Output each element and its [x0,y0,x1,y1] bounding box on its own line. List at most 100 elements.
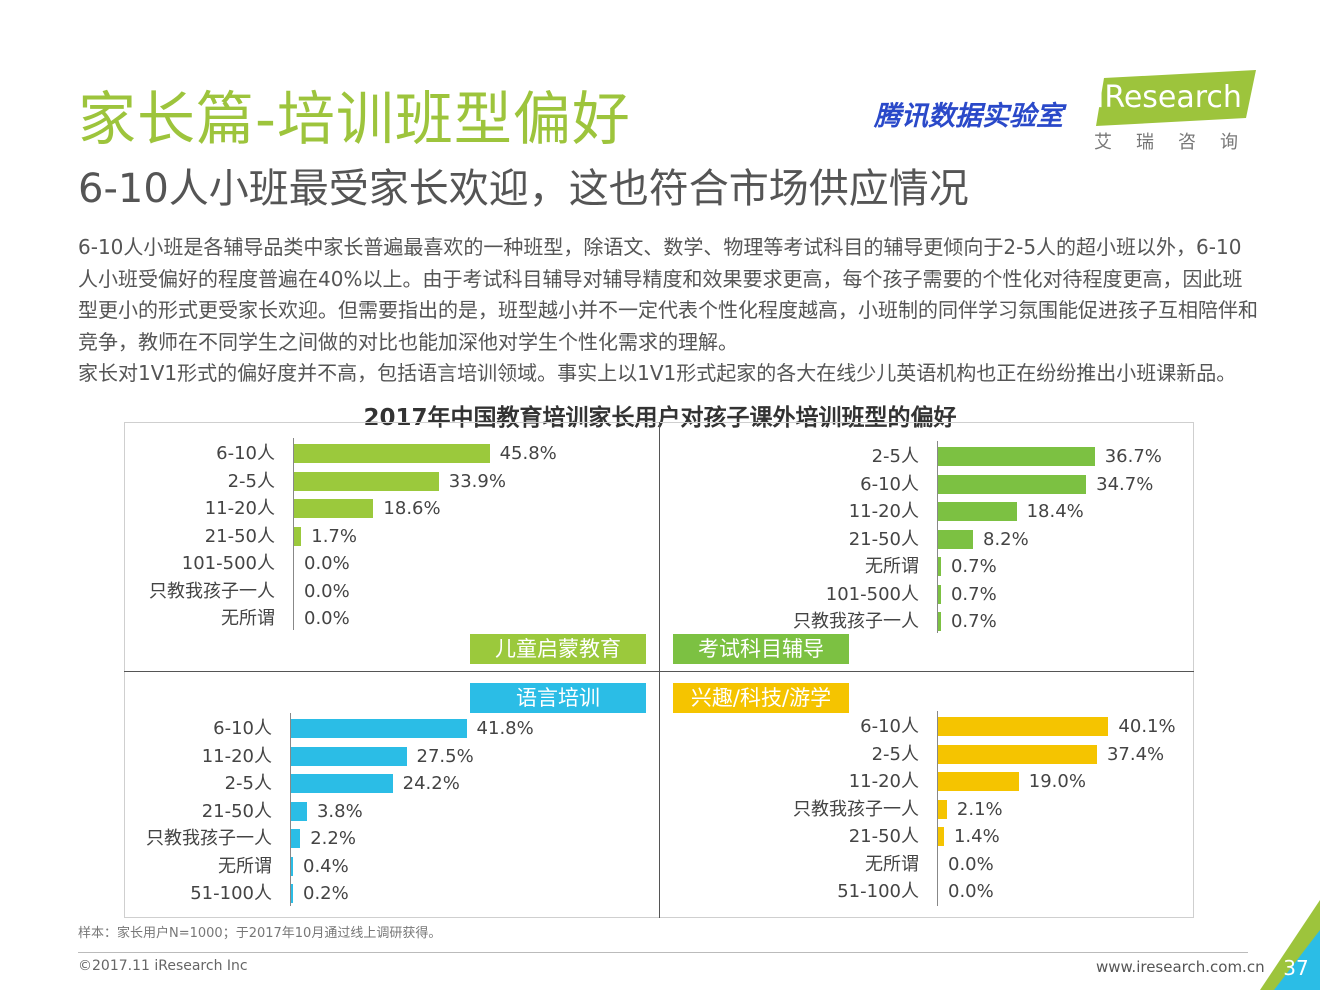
category-label: 101-500人 [181,553,275,574]
category-label: 11-20人 [201,745,272,767]
data-label: 33.9% [448,470,506,492]
bar [938,744,1097,764]
category-label: 只教我孩子一人 [149,580,275,602]
bar [291,746,407,766]
data-label: 3.8% [316,800,363,822]
data-label: 40.1% [1118,716,1176,737]
website: www.iresearch.com.cn [1096,958,1265,976]
data-label: 0.7% [950,611,997,632]
category-axis [290,713,291,906]
category-label: 6-10人 [213,718,272,739]
bar [938,584,941,604]
panel-category-tag: 儿童启蒙教育 [470,634,646,664]
category-label: 6-10人 [860,473,919,495]
category-label: 101-500人 [825,583,919,605]
category-label: 51-100人 [190,883,272,904]
bar [938,772,1019,791]
body-text: 6-10人小班是各辅导品类中家长普遍最喜欢的一种班型，除语文、数学、物理等考试科… [78,232,1258,390]
data-label: 1.4% [953,826,1000,847]
bar [938,529,973,549]
category-label: 只教我孩子一人 [146,828,272,849]
category-label: 2-5人 [871,743,919,765]
bar [938,502,1017,521]
page-number: 37 [1283,956,1309,980]
copyright: ©2017.11 iResearch Inc [78,958,248,974]
category-label: 2-5人 [224,773,272,794]
bar [938,557,941,576]
chart-horizontal-divider [124,671,1194,672]
iresearch-logo-shape [1096,70,1256,126]
category-label: 21-50人 [848,826,919,847]
category-label: 21-50人 [848,528,919,550]
corner-decoration [1260,900,1320,990]
bar [294,471,439,491]
data-label: 36.7% [1104,446,1162,467]
category-label: 无所谓 [218,855,272,877]
tencent-data-lab-logo: 腾讯数据实验室 [874,101,1063,132]
category-label: 6-10人 [860,716,919,737]
sample-note: 样本：家长用户N=1000；于2017年10月通过线上调研获得。 [78,926,442,941]
bar [938,717,1109,736]
data-label: 1.7% [311,525,357,547]
panel-category-tag: 语言培训 [470,683,646,713]
category-label: 21-50人 [204,525,275,547]
data-label: 0.7% [950,556,997,577]
data-label: 45.8% [499,443,557,464]
bar [938,799,947,819]
bar [938,827,944,846]
category-label: 2-5人 [871,446,919,467]
page-title: 家长篇-培训班型偏好 [78,85,631,153]
data-label: 0.0% [948,881,994,902]
category-label: 6-10人 [216,443,275,464]
data-label: 27.5% [416,745,474,767]
page-subtitle: 6-10人小班最受家长欢迎，这也符合市场供应情况 [78,166,969,212]
data-label: 0.4% [303,855,349,877]
category-label: 11-20人 [848,501,919,522]
data-label: 41.8% [476,718,534,739]
data-label: 0.7% [950,583,997,605]
data-label: 18.6% [383,498,441,519]
body-paragraph-1: 6-10人小班是各辅导品类中家长普遍最喜欢的一种班型，除语文、数学、物理等考试科… [78,235,1258,354]
data-label: 19.0% [1028,771,1086,792]
bar [938,612,941,631]
category-axis [293,438,294,630]
bar [294,444,490,463]
bar [291,884,293,903]
category-label: 51-100人 [837,881,919,902]
category-label: 无所谓 [221,608,275,629]
data-label: 0.0% [948,853,994,875]
category-label: 21-50人 [201,800,272,822]
bar [291,801,307,821]
bar [291,856,293,876]
panel-category-tag: 兴趣/科技/游学 [673,683,849,713]
category-axis [937,711,938,906]
iresearch-logo-text: iResearch [1096,80,1242,115]
bar [938,474,1087,494]
body-paragraph-2: 家长对1V1形式的偏好度并不高，包括语言培训领域。事实上以1V1形式起家的各大在… [78,361,1237,385]
category-axis [937,441,938,633]
category-label: 11-20人 [848,771,919,792]
bar [291,719,467,738]
panel-category-tag: 考试科目辅导 [673,634,849,664]
data-label: 0.2% [303,883,349,904]
data-label: 0.0% [304,608,350,629]
iresearch-logo: iResearch 艾瑞咨询 [1088,70,1258,154]
category-label: 无所谓 [865,853,919,875]
data-label: 2.1% [956,798,1003,820]
data-label: 34.7% [1096,473,1154,495]
category-label: 只教我孩子一人 [793,611,919,632]
bar [294,526,302,546]
data-label: 18.4% [1026,501,1084,522]
data-label: 24.2% [402,773,460,794]
chart-vertical-divider [659,422,660,918]
bar [294,499,374,518]
bar [291,774,393,793]
bar [938,447,1095,466]
data-label: 0.0% [304,553,350,574]
footer-divider [78,952,1248,953]
data-label: 8.2% [983,528,1029,550]
category-label: 11-20人 [204,498,275,519]
data-label: 37.4% [1106,743,1165,765]
iresearch-logo-cn: 艾瑞咨询 [1094,132,1262,153]
data-label: 2.2% [310,828,356,849]
